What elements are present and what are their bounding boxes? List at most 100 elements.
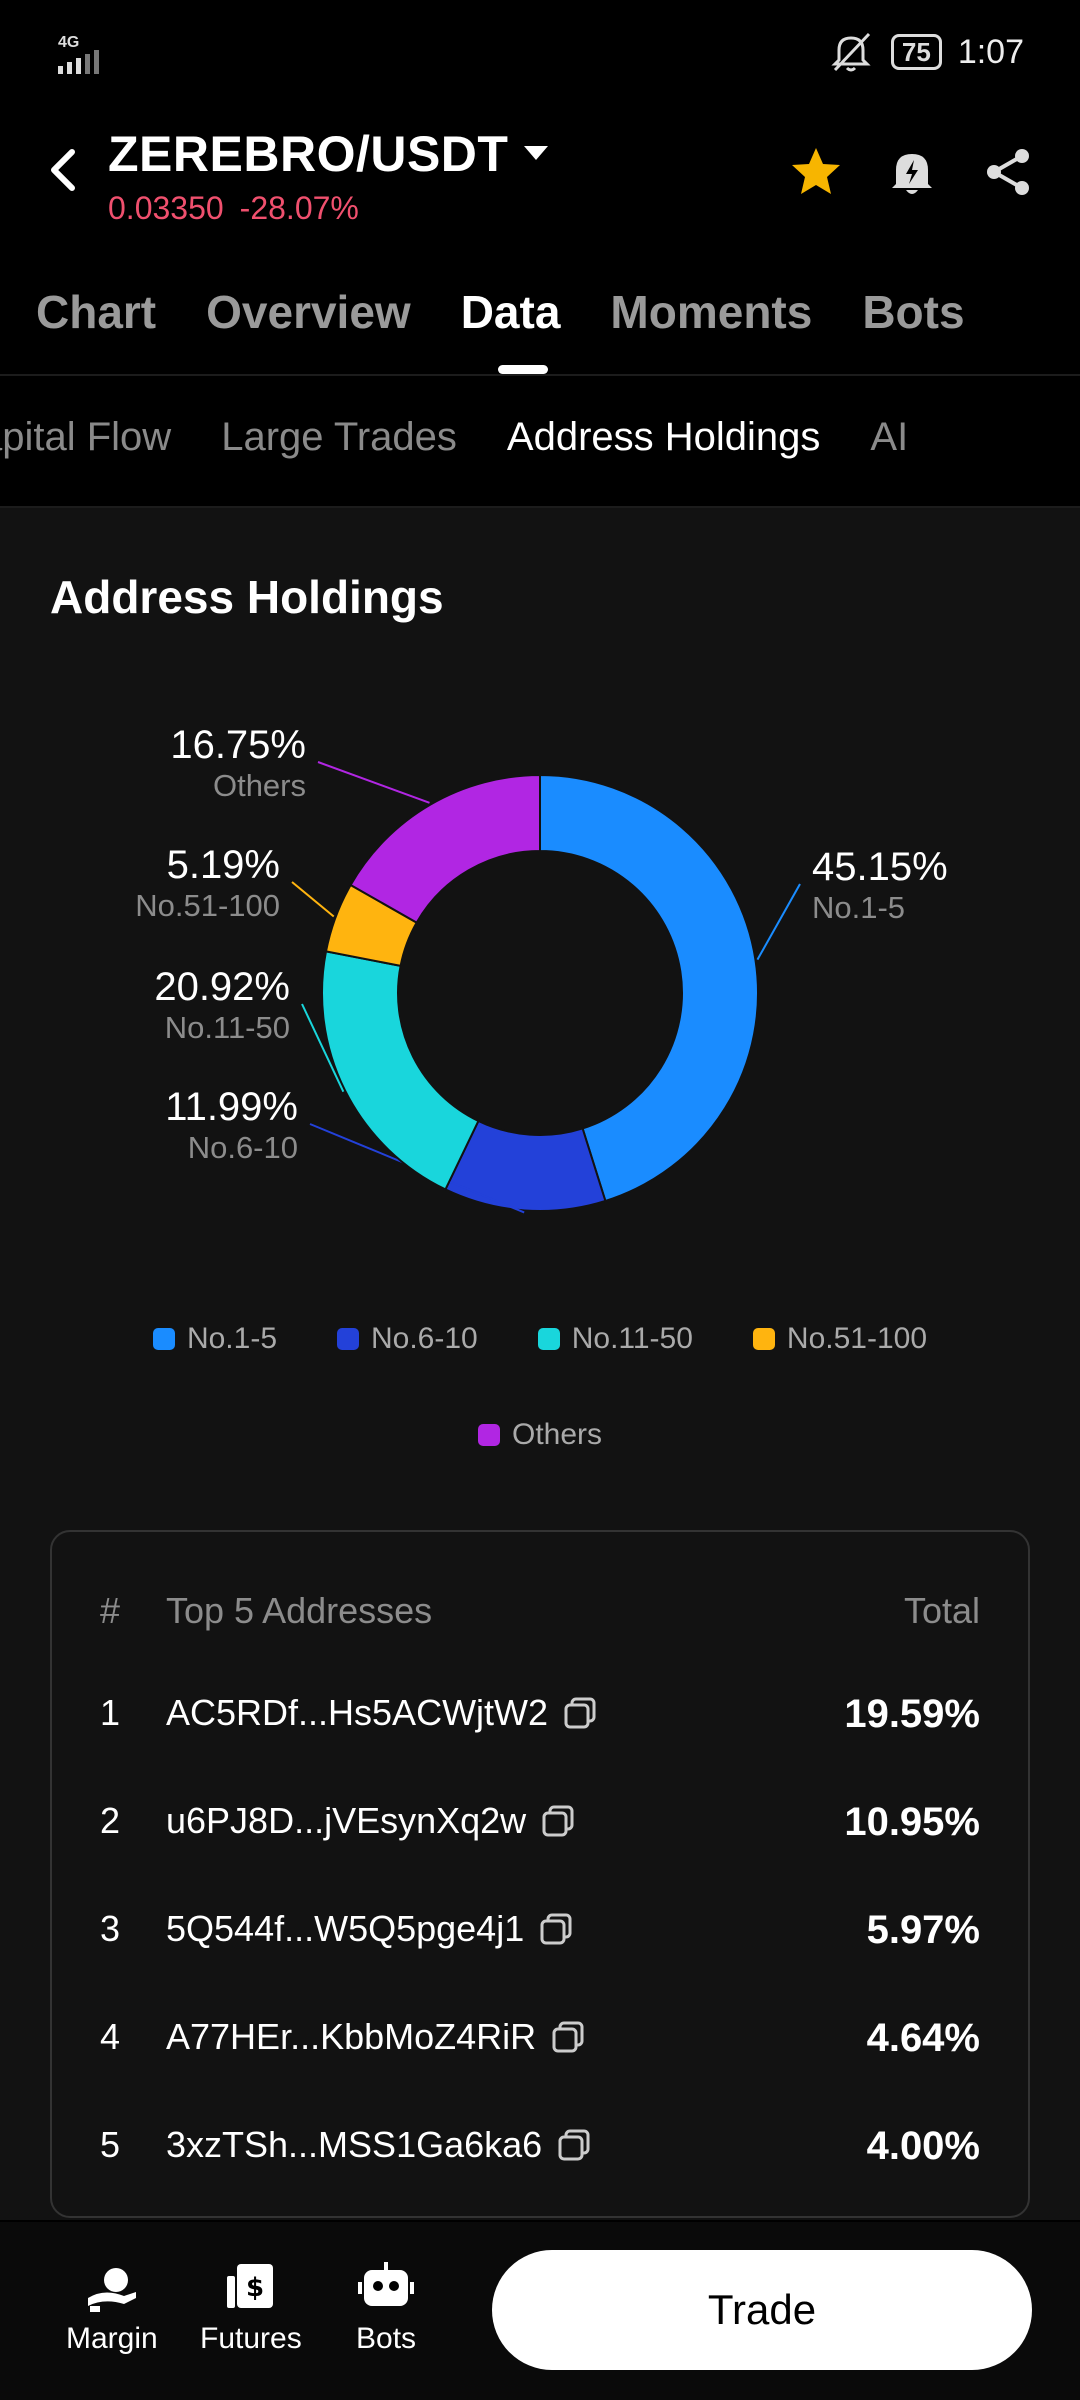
row-address: 3xzTSh...MSS1Ga6ka6: [166, 2124, 592, 2166]
nav-futures-label: Futures: [200, 2322, 302, 2355]
nav-bots[interactable]: Bots: [356, 2262, 416, 2356]
margin-icon: [87, 2268, 136, 2312]
address-text: 3xzTSh...MSS1Ga6ka6: [166, 2124, 543, 2165]
battery-level: 75: [890, 34, 942, 70]
donut-slice-no-1-5: [539, 773, 759, 1203]
slice-value-label: 5.19%: [167, 843, 280, 887]
leader-line: [317, 761, 430, 804]
top-addresses-table: [50, 1530, 1030, 2218]
divider: [0, 374, 1080, 376]
legend-label: No.11-50: [571, 1322, 693, 1355]
table-row: 4 A77HEr...KbbMoZ4RiR 4.64%: [50, 2016, 1030, 2096]
svg-text:$: $: [246, 2273, 264, 2303]
main-tabs: Chart Overview Data Moments Bots: [36, 285, 965, 339]
pair-selector[interactable]: ZEREBRO/USDT: [108, 125, 549, 183]
copy-icon[interactable]: [538, 1911, 574, 1947]
star-icon[interactable]: [788, 144, 844, 200]
active-tab-indicator: [498, 365, 548, 374]
slice-category-label: No.11-50: [165, 1010, 290, 1045]
row-address: AC5RDf...Hs5ACWjtW2: [166, 1692, 598, 1734]
slice-category-label: No.6-10: [188, 1130, 298, 1165]
tab-bots[interactable]: Bots: [862, 286, 965, 338]
table-row: 2 u6PJ8D...jVEsynXq2w 10.95%: [50, 1800, 1030, 1880]
row-address: A77HEr...KbbMoZ4RiR: [166, 2016, 586, 2058]
legend-swatch: [752, 1328, 775, 1350]
nav-margin[interactable]: Margin: [66, 2262, 158, 2356]
subtab-large-trades[interactable]: Large Trades: [221, 415, 457, 459]
row-address: u6PJ8D...jVEsynXq2w: [166, 1800, 576, 1842]
share-icon[interactable]: [980, 144, 1036, 200]
price-alert-bell-icon[interactable]: [884, 144, 940, 200]
legend-swatch: [537, 1328, 560, 1350]
leader-line: [291, 881, 335, 918]
trade-button[interactable]: Trade: [492, 2250, 1032, 2370]
nav-bots-label: Bots: [356, 2322, 417, 2355]
legend-swatch: [152, 1328, 175, 1350]
legend-label: No.1-5: [186, 1322, 277, 1355]
robot-icon: [358, 2262, 415, 2306]
caret-down-icon: [524, 146, 549, 160]
row-rank: 1: [100, 1692, 121, 1733]
legend-swatch: [337, 1328, 359, 1350]
table-row: 3 5Q544f...W5Q5pge4j1 5.97%: [50, 1908, 1030, 1988]
clock: 1:07: [957, 32, 1024, 71]
table-row: 1 AC5RDf...Hs5ACWjtW2 19.59%: [50, 1692, 1030, 1772]
price-change: -28.07%: [239, 190, 359, 226]
chart-legend: No.1-5 No.6-10 No.11-50 No.51-100: [0, 1322, 1080, 1356]
slice-category-label: No.51-100: [135, 888, 280, 923]
copy-icon[interactable]: [556, 2127, 592, 2163]
legend-item: No.11-50: [537, 1322, 693, 1356]
row-rank: 2: [100, 1800, 121, 1841]
row-rank: 3: [100, 1908, 121, 1949]
address-text: AC5RDf...Hs5ACWjtW2: [166, 1692, 549, 1733]
col-total-header: Total: [903, 1590, 980, 1631]
row-total: 4.00%: [866, 2124, 980, 2168]
row-rank: 5: [100, 2124, 121, 2165]
col-address-header: Top 5 Addresses: [166, 1590, 433, 1631]
row-total: 19.59%: [844, 1692, 980, 1736]
last-price: 0.03350: [108, 190, 224, 226]
section-title: Address Holdings: [50, 571, 444, 623]
slice-category-label: No.1-5: [812, 890, 905, 925]
address-text: 5Q544f...W5Q5pge4j1: [166, 1908, 525, 1949]
copy-icon[interactable]: [550, 2019, 586, 2055]
price-row: 0.03350 -28.07%: [108, 190, 359, 227]
mute-bell-icon: [831, 32, 871, 72]
back-arrow-icon[interactable]: [44, 140, 84, 200]
signal-icon: [58, 50, 99, 74]
slice-category-label: Others: [213, 768, 306, 803]
tab-moments[interactable]: Moments: [610, 286, 813, 338]
legend-item: No.6-10: [337, 1322, 478, 1356]
subtab-address-holdings[interactable]: Address Holdings: [506, 415, 821, 459]
nav-futures[interactable]: $ Futures: [200, 2262, 302, 2356]
row-total: 10.95%: [844, 1800, 980, 1844]
legend-label: No.51-100: [786, 1322, 928, 1355]
legend-label: No.6-10: [371, 1322, 478, 1355]
divider: [0, 506, 1080, 508]
copy-icon[interactable]: [562, 1695, 598, 1731]
slice-value-label: 45.15%: [812, 845, 948, 889]
subtab-capital-flow[interactable]: apital Flow: [0, 415, 172, 459]
sub-tabs: apital Flow Large Trades Address Holding…: [0, 415, 1080, 515]
status-right: 75 1:07: [827, 30, 1024, 74]
tab-chart[interactable]: Chart: [36, 286, 157, 338]
legend-label: Others: [511, 1418, 603, 1451]
pair-name: ZEREBRO/USDT: [108, 126, 509, 182]
nav-margin-label: Margin: [66, 2322, 158, 2355]
row-address: 5Q544f...W5Q5pge4j1: [166, 1908, 574, 1950]
tab-overview[interactable]: Overview: [206, 286, 411, 338]
slice-value-label: 16.75%: [170, 723, 306, 767]
leader-line: [301, 1003, 345, 1093]
address-text: A77HEr...KbbMoZ4RiR: [166, 2016, 537, 2057]
address-text: u6PJ8D...jVEsynXq2w: [166, 1800, 527, 1841]
row-total: 4.64%: [866, 2016, 980, 2060]
copy-icon[interactable]: [540, 1803, 576, 1839]
subtab-ai[interactable]: AI: [870, 415, 909, 459]
futures-icon: $: [226, 2264, 273, 2308]
tab-data[interactable]: Data: [460, 286, 561, 338]
slice-value-label: 11.99%: [165, 1085, 298, 1129]
network-type: 4G: [58, 34, 80, 51]
col-rank-header: #: [100, 1590, 121, 1631]
table-row: 5 3xzTSh...MSS1Ga6ka6 4.00%: [50, 2124, 1030, 2204]
chart-legend-row-2: Others: [0, 1418, 1080, 1452]
